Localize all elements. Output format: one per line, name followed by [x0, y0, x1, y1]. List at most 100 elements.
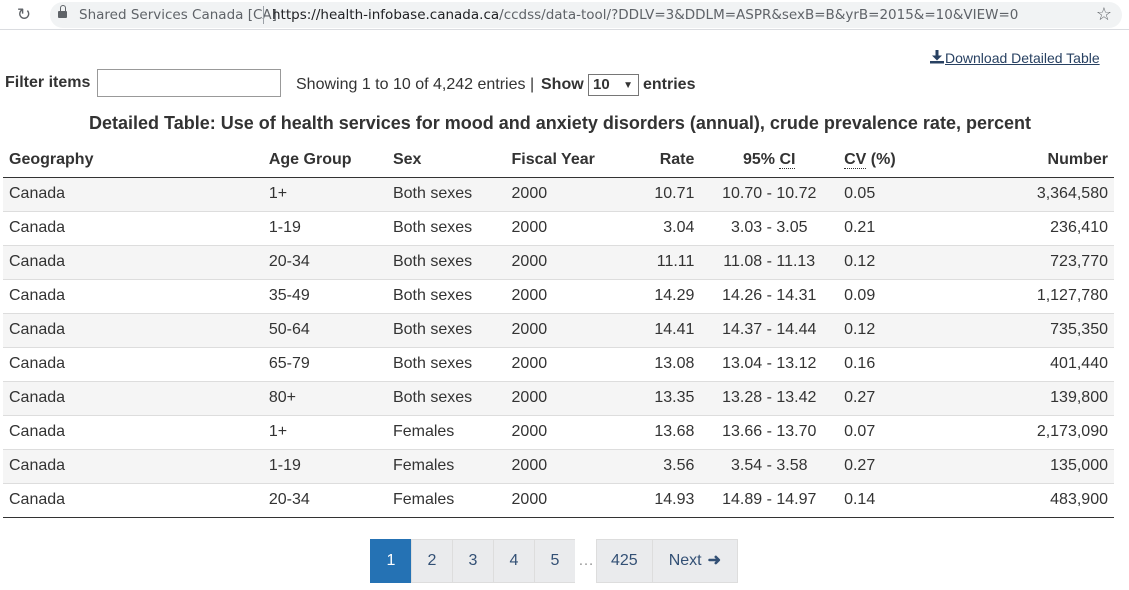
cell-cv: 0.07 — [838, 414, 928, 449]
cell-number: 236,410 — [927, 210, 1114, 245]
site-identity[interactable]: Shared Services Canada [CA] — [79, 7, 277, 23]
download-detailed-table-link[interactable]: Download Detailed Table — [930, 50, 1100, 66]
cell-age-group: 1-19 — [262, 210, 387, 245]
omnibox[interactable]: Shared Services Canada [CA] https://heal… — [50, 2, 1122, 28]
caret-down-icon: ▼ — [623, 80, 633, 91]
pagination-ellipsis: … — [575, 539, 597, 583]
cell-cv: 0.09 — [838, 278, 928, 313]
cell-rate: 3.04 — [608, 210, 701, 245]
cell-number: 135,000 — [927, 448, 1114, 483]
table-row: Canada 20-34 Both sexes 2000 11.11 11.08 - 11… — [3, 244, 1114, 279]
cell-age-group: 1+ — [262, 176, 387, 211]
column-header-cv[interactable]: CV (%) — [838, 143, 928, 178]
column-header-geography[interactable]: Geography — [3, 143, 263, 178]
cell-geography: Canada — [3, 380, 263, 415]
cell-ci: 14.26 - 14.31 — [700, 278, 839, 313]
table-row: Canada 80+ Both sexes 2000 13.35 13.28 - 13.4… — [3, 380, 1114, 415]
cell-sex: Both sexes — [386, 380, 506, 415]
cell-geography: Canada — [3, 278, 263, 313]
cell-age-group: 35-49 — [262, 278, 387, 313]
cell-ci: 3.03 - 3.05 — [700, 210, 839, 245]
cell-ci: 11.08 - 11.13 — [700, 244, 839, 279]
url-text[interactable]: https://health-infobase.canada.ca/ccdss/… — [272, 7, 1018, 23]
column-header-sex[interactable]: Sex — [386, 143, 506, 178]
cell-sex: Both sexes — [386, 346, 506, 381]
column-header-age-group[interactable]: Age Group — [262, 143, 387, 178]
cell-age-group: 50-64 — [262, 312, 387, 347]
filter-input[interactable] — [97, 69, 281, 97]
cell-rate: 13.68 — [608, 414, 701, 449]
browser-address-bar: ↻ Shared Services Canada [CA] https://he… — [0, 0, 1129, 30]
cell-cv: 0.12 — [838, 244, 928, 279]
entries-per-page-select[interactable]: 10 ▼ — [588, 74, 639, 96]
cell-rate: 13.08 — [608, 346, 701, 381]
cell-fiscal-year: 2000 — [505, 210, 609, 245]
table-row: Canada 1-19 Females 2000 3.56 3.54 - 3.58 0.27… — [3, 448, 1114, 483]
cell-fiscal-year: 2000 — [505, 176, 609, 211]
show-label: Show — [541, 76, 584, 93]
page-button-last[interactable]: 425 — [596, 539, 653, 583]
table-row: Canada 20-34 Females 2000 14.93 14.89 - 14.97… — [3, 482, 1114, 518]
cell-ci: 13.04 - 13.12 — [700, 346, 839, 381]
cell-fiscal-year: 2000 — [505, 278, 609, 313]
cell-sex: Females — [386, 482, 506, 518]
next-page-button[interactable]: Next ➜ — [651, 539, 739, 583]
cell-ci: 13.28 - 13.42 — [700, 380, 839, 415]
cell-geography: Canada — [3, 346, 263, 381]
page-button-4[interactable]: 4 — [493, 539, 535, 583]
page-button-2[interactable]: 2 — [411, 539, 453, 583]
cell-cv: 0.12 — [838, 312, 928, 347]
column-header-number[interactable]: Number — [927, 143, 1114, 178]
table-row: Canada 35-49 Both sexes 2000 14.29 14.26 - 14… — [3, 278, 1114, 313]
cell-number: 723,770 — [927, 244, 1114, 279]
cv-suffix: (%) — [866, 150, 896, 168]
cell-age-group: 65-79 — [262, 346, 387, 381]
cell-ci: 13.66 - 13.70 — [700, 414, 839, 449]
cell-age-group: 1-19 — [262, 448, 387, 483]
table-row: Canada 50-64 Both sexes 2000 14.41 14.37 - 14… — [3, 312, 1114, 347]
cell-sex: Both sexes — [386, 244, 506, 279]
cell-rate: 14.41 — [608, 312, 701, 347]
table-row: Canada 1-19 Both sexes 2000 3.04 3.03 - 3.05 0… — [3, 210, 1114, 245]
cell-rate: 3.56 — [608, 448, 701, 483]
page-button-5[interactable]: 5 — [534, 539, 576, 583]
entries-info: Showing 1 to 10 of 4,242 entries | — [296, 76, 535, 93]
cell-fiscal-year: 2000 — [505, 380, 609, 415]
cell-number: 139,800 — [927, 380, 1114, 415]
cell-fiscal-year: 2000 — [505, 482, 609, 518]
cell-ci: 14.37 - 14.44 — [700, 312, 839, 347]
cell-number: 401,440 — [927, 346, 1114, 381]
cell-geography: Canada — [3, 414, 263, 449]
ci-abbr: CI — [779, 150, 796, 169]
lock-icon[interactable] — [58, 5, 67, 18]
cell-age-group: 20-34 — [262, 244, 387, 279]
omnibox-separator — [263, 6, 264, 24]
cell-number: 2,173,090 — [927, 414, 1114, 449]
cell-age-group: 20-34 — [262, 482, 387, 518]
page-button-1[interactable]: 1 — [370, 539, 412, 583]
cell-geography: Canada — [3, 312, 263, 347]
entries-label: entries — [643, 76, 696, 93]
url-path: /ccdss/data-tool/?DDLV=3&DDLM=ASPR&sexB=… — [499, 7, 1019, 23]
entries-per-page-value: 10 — [593, 76, 610, 93]
cell-number: 483,900 — [927, 482, 1114, 518]
column-header-rate[interactable]: Rate — [608, 143, 701, 178]
table-row: Canada 1+ Females 2000 13.68 13.66 - 13.70 0.0… — [3, 414, 1114, 449]
column-header-fiscal-year[interactable]: Fiscal Year — [505, 143, 609, 178]
cell-age-group: 80+ — [262, 380, 387, 415]
cell-sex: Both sexes — [386, 210, 506, 245]
column-header-ci[interactable]: 95% CI — [700, 143, 839, 178]
cell-fiscal-year: 2000 — [505, 448, 609, 483]
page-button-3[interactable]: 3 — [452, 539, 494, 583]
cell-rate: 13.35 — [608, 380, 701, 415]
cell-age-group: 1+ — [262, 414, 387, 449]
cell-number: 3,364,580 — [927, 176, 1114, 211]
next-label: Next — [668, 552, 702, 569]
cell-sex: Females — [386, 414, 506, 449]
detailed-table: Geography Age Group Sex Fiscal Year Rate… — [3, 143, 1114, 518]
star-icon[interactable]: ☆ — [1095, 4, 1112, 24]
table-row: Canada 65-79 Both sexes 2000 13.08 13.04 - 13… — [3, 346, 1114, 381]
cell-cv: 0.05 — [838, 176, 928, 211]
table-header-row: Geography Age Group Sex Fiscal Year Rate… — [3, 143, 1114, 178]
reload-icon[interactable]: ↻ — [16, 5, 32, 25]
